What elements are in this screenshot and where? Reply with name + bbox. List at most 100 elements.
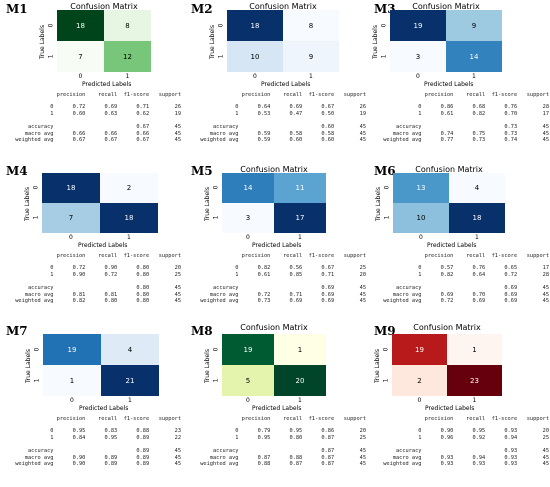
report-summary-row: weighted avg 0.59 0.60 0.60 45	[197, 137, 367, 143]
x-axis-label: Predicted Labels	[78, 242, 128, 249]
report-row: 0 0.57 0.76 0.65 17	[380, 265, 550, 271]
heatmap-cell: 19	[222, 334, 274, 365]
x-axis-label: Predicted Labels	[82, 81, 132, 88]
model-label: M4	[6, 164, 28, 178]
y-tick-label: 0	[382, 347, 390, 351]
x-tick-label: 0	[417, 397, 422, 404]
y-axis-label: True Labels	[375, 187, 382, 221]
report-summary-row: weighted avg 0.93 0.93 0.93 45	[380, 461, 550, 467]
report-summary-row: accuracy 0.89 45	[12, 448, 182, 454]
heatmap-cell: 18	[449, 203, 505, 233]
report-row: 0 0.64 0.69 0.67 26	[197, 104, 367, 110]
model-label: M5	[191, 164, 213, 178]
heatmap-cell: 3	[390, 41, 446, 72]
chart-title: Confusion Matrix	[70, 2, 138, 11]
x-tick-label: 1	[472, 397, 477, 404]
x-tick-label: 0	[253, 73, 257, 80]
report-header: precision recall f1-score support	[197, 253, 367, 259]
x-tick-label: 0	[70, 397, 74, 404]
x-tick-label: 1	[298, 397, 302, 404]
y-axis-label: True Labels	[25, 349, 32, 383]
report-row: 0 0.95 0.83 0.88 23	[12, 428, 182, 434]
report-summary-row: macro avg 0.87 0.88 0.87 45	[197, 454, 367, 461]
report-header: precision recall f1-score support	[12, 92, 182, 98]
chart-title: Confusion Matrix	[249, 2, 317, 11]
report-summary-row: macro avg 0.74 0.75 0.73 45	[380, 130, 550, 137]
heatmap-cell: 8	[104, 10, 151, 41]
y-tick-label: 0	[47, 23, 55, 27]
report-row: 1 0.53 0.47 0.50 19	[197, 110, 367, 117]
report-summary-row: accuracy 0.60 45	[197, 124, 367, 130]
y-tick-label: 0	[33, 347, 41, 351]
x-axis-label: Predicted Labels	[79, 405, 129, 412]
x-axis-label: Predicted Labels	[424, 81, 474, 88]
y-tick-label: 0	[212, 185, 220, 190]
heatmap-cell: 20	[274, 365, 326, 396]
x-tick-label: 0	[416, 73, 420, 80]
x-tick-label: 0	[419, 234, 423, 241]
y-tick-label: 1	[380, 54, 388, 58]
heatmap-cell: 18	[227, 10, 283, 41]
y-tick-label: 0	[380, 23, 388, 27]
heatmap-cell: 2	[392, 365, 447, 396]
model-label: M6	[374, 164, 396, 178]
heatmap-cell: 12	[104, 41, 151, 72]
heatmap-cell: 7	[42, 203, 100, 233]
y-tick-label: 1	[47, 54, 55, 58]
y-axis-label: True Labels	[204, 187, 211, 221]
report-summary-row: macro avg 0.81 0.81 0.80 45	[12, 291, 182, 298]
report-header: precision recall f1-score support	[197, 416, 367, 422]
y-axis-label: True Labels	[24, 187, 31, 221]
heatmap-cell: 5	[222, 365, 274, 396]
heatmap-cell: 4	[449, 173, 505, 203]
report-row: 0 0.72 0.90 0.80 20	[12, 265, 182, 271]
report-summary-row: accuracy 0.73 45	[380, 124, 550, 130]
x-axis-label: Predicted Labels	[252, 242, 302, 249]
heatmap-cell: 3	[222, 203, 274, 233]
heatmap-cell: 23	[447, 365, 502, 396]
x-tick-label: 1	[127, 234, 131, 241]
report-summary-row: weighted avg 0.82 0.80 0.80 45	[12, 298, 182, 304]
report-row: 1 0.61 0.85 0.71 20	[197, 271, 367, 278]
heatmap-cell: 18	[42, 173, 100, 203]
heatmap-cell: 17	[274, 203, 326, 233]
y-tick-label: 1	[33, 378, 41, 382]
report-summary-row: weighted avg 0.90 0.89 0.89 45	[12, 461, 182, 467]
report-summary-row: weighted avg 0.73 0.69 0.69 45	[197, 298, 367, 304]
heatmap-cell: 7	[57, 41, 104, 72]
y-tick-label: 1	[212, 378, 220, 382]
chart-title: Confusion Matrix	[240, 165, 308, 174]
y-tick-label: 1	[32, 215, 40, 220]
heatmap-cell: 21	[101, 365, 159, 396]
y-tick-label: 1	[217, 54, 225, 58]
model-label: M1	[6, 2, 28, 16]
y-axis-label: True Labels	[374, 349, 381, 383]
report-row: 1 0.84 0.95 0.89 22	[12, 434, 182, 441]
y-tick-label: 0	[217, 23, 225, 27]
report-summary-row: weighted avg 0.72 0.69 0.69 45	[380, 298, 550, 304]
x-axis-label: Predicted Labels	[252, 405, 302, 412]
model-label: M9	[374, 324, 396, 338]
report-row: 1 0.82 0.64 0.72 28	[380, 271, 550, 278]
x-tick-label: 1	[475, 234, 479, 241]
report-header: precision recall f1-score support	[380, 416, 550, 422]
report-summary-row: macro avg 0.90 0.89 0.89 45	[12, 454, 182, 461]
heatmap-cell: 10	[393, 203, 449, 233]
report-summary-row: macro avg 0.93 0.94 0.93 45	[380, 454, 550, 461]
heatmap-cell: 9	[446, 10, 502, 41]
y-tick-label: 0	[383, 185, 391, 190]
report-summary-row: accuracy 0.80 45	[12, 285, 182, 291]
x-tick-label: 1	[125, 73, 130, 80]
heatmap-cell: 4	[101, 334, 159, 365]
report-summary-row: macro avg 0.69 0.70 0.69 45	[380, 291, 550, 298]
report-row: 0 0.86 0.68 0.76 28	[380, 104, 550, 110]
report-summary-row: weighted avg 0.88 0.87 0.87 45	[197, 461, 367, 467]
model-label: M8	[191, 324, 213, 338]
report-summary-row: macro avg 0.72 0.71 0.69 45	[197, 291, 367, 298]
report-row: 1 0.96 0.92 0.94 25	[380, 434, 550, 441]
x-tick-label: 1	[298, 234, 302, 241]
report-row: 1 0.61 0.82 0.70 17	[380, 110, 550, 117]
heatmap-cell: 10	[227, 41, 283, 72]
heatmap-cell: 14	[222, 173, 274, 203]
report-header: precision recall f1-score support	[380, 92, 550, 98]
